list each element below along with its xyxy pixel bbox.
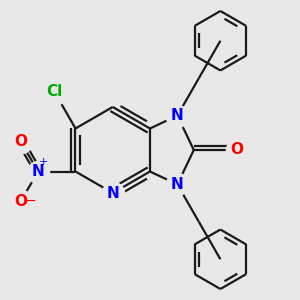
Text: N: N	[106, 185, 119, 200]
Text: O: O	[14, 194, 27, 209]
Text: Cl: Cl	[46, 84, 62, 99]
Text: −: −	[24, 194, 36, 208]
Text: +: +	[39, 157, 48, 167]
Text: O: O	[14, 134, 27, 149]
Text: O: O	[230, 142, 243, 158]
Text: N: N	[171, 108, 184, 123]
Text: N: N	[171, 177, 184, 192]
Text: N: N	[32, 164, 44, 179]
